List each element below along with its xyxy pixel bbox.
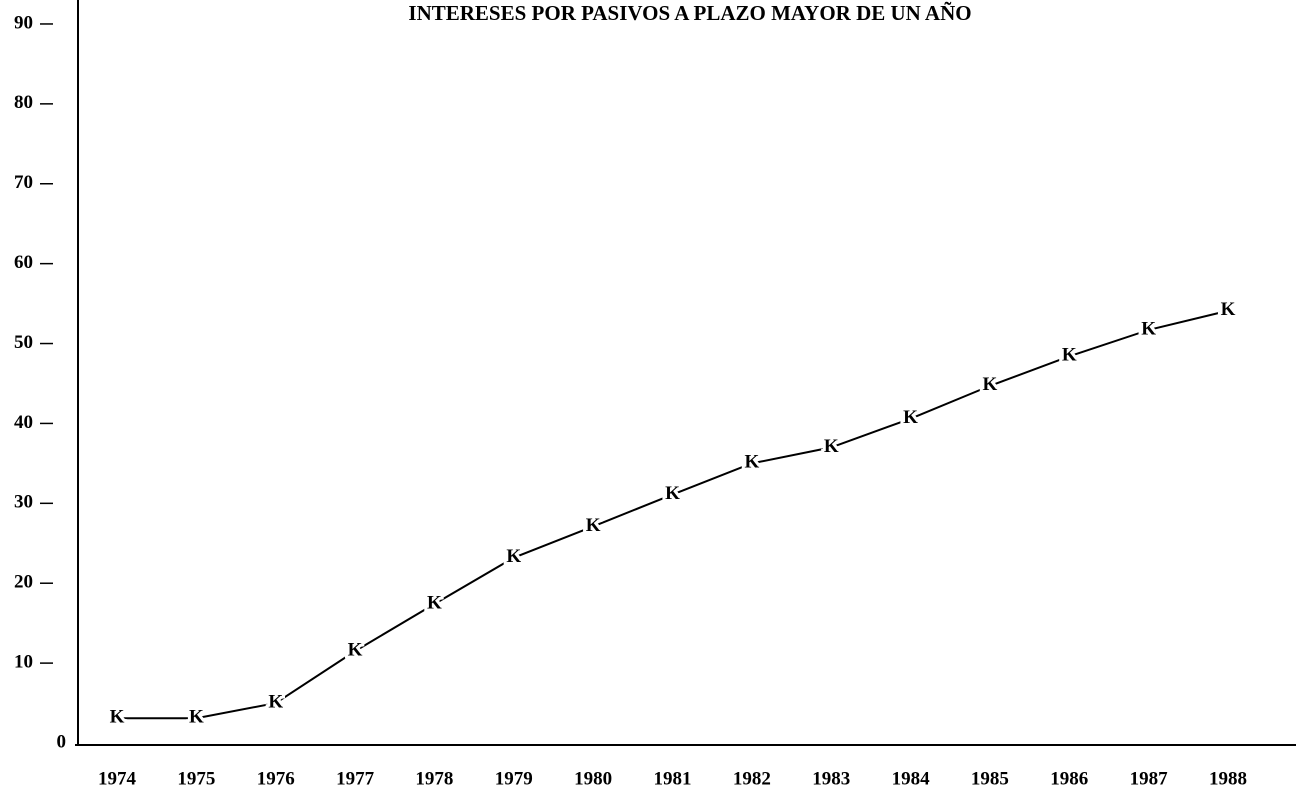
marker: K [189,707,204,728]
x-tick-label: 1984 [892,768,931,789]
marker: K [744,452,759,473]
y-tick-label: 30 [14,492,33,513]
marker: K [824,436,839,457]
y-tick-label: 70 [14,172,33,193]
x-tick-label: 1982 [733,768,771,789]
marker: K [665,483,680,504]
chart-title: INTERESES POR PASIVOS A PLAZO MAYOR DE U… [408,1,971,25]
x-tick-label: 1986 [1050,768,1088,789]
y-tick-label: 0 [57,731,67,752]
y-tick-label: 80 [14,92,33,113]
marker: K [268,691,283,712]
marker: K [1062,345,1077,366]
marker: K [903,407,918,428]
x-tick-label: 1979 [495,768,533,789]
marker: K [427,592,442,613]
x-tick-label: 1981 [654,768,692,789]
y-tick-label: 20 [14,572,33,593]
x-tick-label: 1975 [177,768,215,789]
y-tick-label: 10 [14,651,33,672]
y-tick-label: 50 [14,332,33,353]
x-tick-label: 1977 [336,768,375,789]
marker: K [506,546,521,567]
x-tick-label: 1987 [1130,768,1169,789]
x-tick-label: 1974 [98,768,137,789]
y-tick-label: 90 [14,12,33,33]
x-tick-label: 1978 [415,768,453,789]
marker: K [110,707,125,728]
marker: K [348,639,363,660]
x-tick-label: 1976 [257,768,295,789]
line [117,309,1229,720]
x-tick-label: 1985 [971,768,1009,789]
x-tick-label: 1988 [1209,768,1247,789]
marker: K [983,374,998,395]
x-tick-label: 1983 [812,768,850,789]
marker: K [586,515,601,536]
marker: K [1221,299,1236,320]
y-tick-label: 60 [14,252,33,273]
x-tick-label: 1980 [574,768,612,789]
y-tick-label: 40 [14,412,33,433]
marker: K [1141,318,1156,339]
